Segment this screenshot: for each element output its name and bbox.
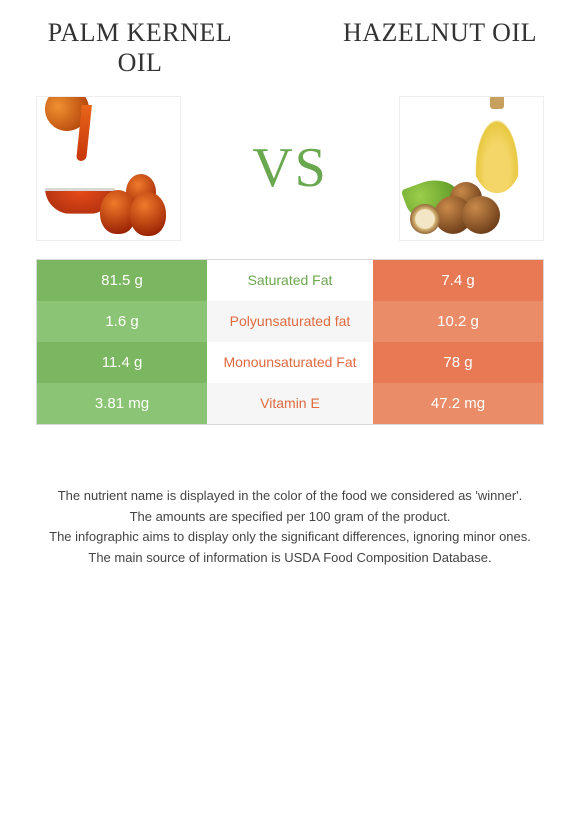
- nutrient-row: 81.5 gSaturated Fat7.4 g: [37, 260, 543, 301]
- right-food-image: [399, 96, 544, 241]
- footnote-line: The infographic aims to display only the…: [36, 528, 544, 547]
- nutrient-label: Polyunsaturated fat: [207, 301, 373, 342]
- comparison-images-row: VS: [0, 86, 580, 259]
- right-value: 47.2 mg: [373, 383, 543, 424]
- right-food-title: Hazelnut oil: [340, 18, 540, 78]
- footnote-line: The amounts are specified per 100 gram o…: [36, 508, 544, 527]
- nutrient-label: Vitamin E: [207, 383, 373, 424]
- right-value: 10.2 g: [373, 301, 543, 342]
- nutrient-row: 11.4 gMonounsaturated Fat78 g: [37, 342, 543, 383]
- left-value: 11.4 g: [37, 342, 207, 383]
- nutrient-label: Monounsaturated Fat: [207, 342, 373, 383]
- right-value: 78 g: [373, 342, 543, 383]
- left-food-title: Palm kernel oil: [40, 18, 240, 78]
- left-value: 1.6 g: [37, 301, 207, 342]
- footnote-line: The nutrient name is displayed in the co…: [36, 487, 544, 506]
- footnote-line: The main source of information is USDA F…: [36, 549, 544, 568]
- vs-label: VS: [252, 136, 328, 200]
- header: Palm kernel oil Hazelnut oil: [0, 0, 580, 86]
- left-food-image: [36, 96, 181, 241]
- left-value: 3.81 mg: [37, 383, 207, 424]
- footnotes: The nutrient name is displayed in the co…: [36, 487, 544, 568]
- right-value: 7.4 g: [373, 260, 543, 301]
- nutrient-table: 81.5 gSaturated Fat7.4 g1.6 gPolyunsatur…: [36, 259, 544, 425]
- left-value: 81.5 g: [37, 260, 207, 301]
- nutrient-row: 1.6 gPolyunsaturated fat10.2 g: [37, 301, 543, 342]
- nutrient-row: 3.81 mgVitamin E47.2 mg: [37, 383, 543, 424]
- nutrient-label: Saturated Fat: [207, 260, 373, 301]
